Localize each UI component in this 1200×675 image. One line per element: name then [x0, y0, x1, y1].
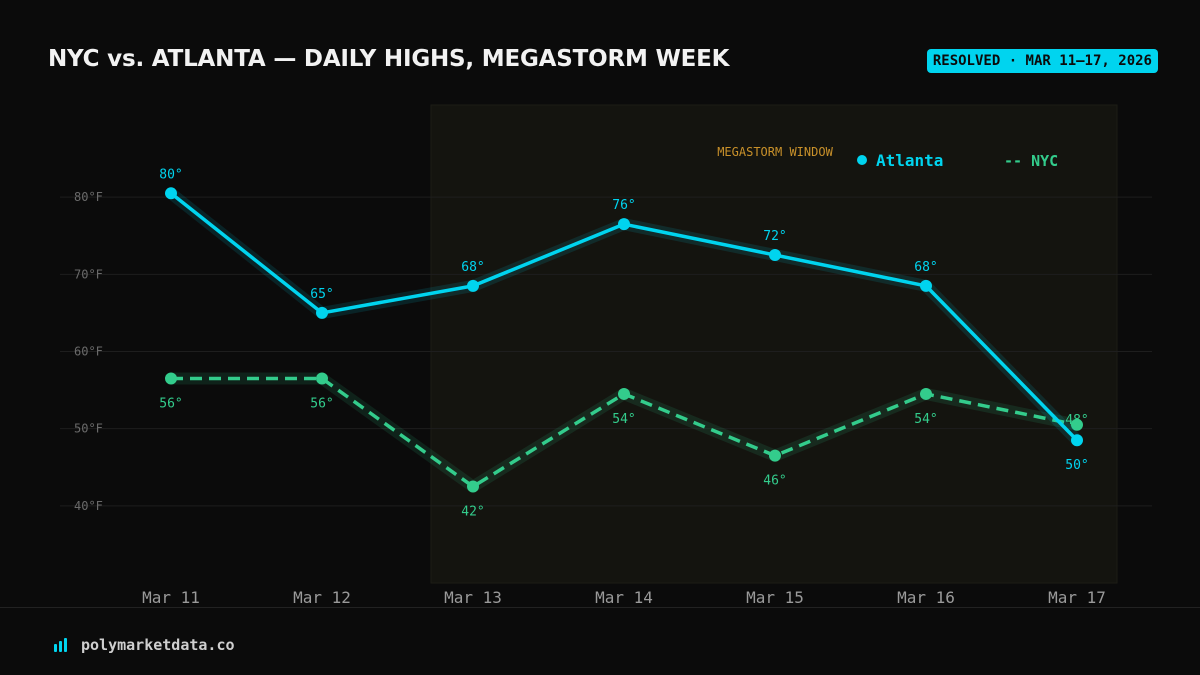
line-chart: MEGASTORM WINDOW 40°F 50°F 60°F 70°F 80°F Mar … [60, 104, 1152, 607]
y-tick-label: 40°F [74, 499, 103, 513]
data-label-nyc: 54° [914, 412, 937, 427]
y-tick-label: 50°F [74, 422, 103, 436]
x-tick-label: Mar 17 [1048, 588, 1106, 607]
footer: polymarketdata.co [54, 636, 235, 654]
legend-nyc-label: -- NYC [1004, 152, 1058, 170]
data-point-nyc [920, 387, 932, 400]
data-point-nyc [1071, 418, 1083, 431]
x-tick-label: Mar 16 [897, 588, 955, 607]
megastorm-window-label: MEGASTORM WINDOW [717, 145, 833, 159]
data-point-atlanta [618, 218, 630, 231]
data-label-nyc: 48° [1065, 413, 1088, 428]
x-tick-label: Mar 11 [142, 588, 200, 607]
data-label-atlanta: 50° [1065, 458, 1088, 473]
data-label-nyc: 56° [310, 397, 333, 412]
data-label-nyc: 42° [461, 505, 484, 520]
y-tick-label: 80°F [74, 190, 103, 204]
data-point-atlanta [1071, 434, 1083, 447]
legend-atlanta-label: Atlanta [876, 151, 943, 170]
x-tick-label: Mar 15 [746, 588, 804, 607]
bar-chart-logo-icon [54, 638, 67, 652]
resolved-badge: RESOLVED · MAR 11–17, 2026 [926, 49, 1158, 73]
data-label-atlanta: 80° [159, 167, 182, 182]
data-point-nyc [316, 372, 328, 385]
data-label-nyc: 46° [763, 474, 786, 489]
data-point-atlanta [467, 279, 479, 292]
x-tick-label: Mar 12 [293, 588, 351, 607]
x-tick-label: Mar 13 [444, 588, 502, 607]
data-point-nyc [618, 387, 630, 400]
data-label-atlanta: 65° [310, 287, 333, 302]
chart-title: NYC vs. ATLANTA — DAILY HIGHS, MEGASTORM… [48, 46, 730, 72]
data-point-atlanta [920, 279, 932, 292]
data-point-nyc [769, 449, 781, 462]
data-label-nyc: 56° [159, 397, 182, 412]
legend-atlanta-marker [857, 155, 867, 165]
data-label-atlanta: 68° [461, 260, 484, 275]
data-point-atlanta [769, 249, 781, 262]
megastorm-window-band [430, 104, 1118, 584]
data-point-nyc [165, 372, 177, 385]
data-label-atlanta: 68° [914, 260, 937, 275]
footer-divider [0, 607, 1200, 608]
data-label-nyc: 54° [612, 412, 635, 427]
data-point-atlanta [316, 306, 328, 319]
x-tick-label: Mar 14 [595, 588, 653, 607]
y-tick-label: 60°F [74, 345, 103, 359]
y-tick-label: 70°F [74, 267, 103, 281]
data-label-atlanta: 72° [763, 229, 786, 244]
site-link[interactable]: polymarketdata.co [81, 636, 235, 654]
data-label-atlanta: 76° [612, 198, 635, 213]
data-point-nyc [467, 480, 479, 493]
data-point-atlanta [165, 187, 177, 200]
